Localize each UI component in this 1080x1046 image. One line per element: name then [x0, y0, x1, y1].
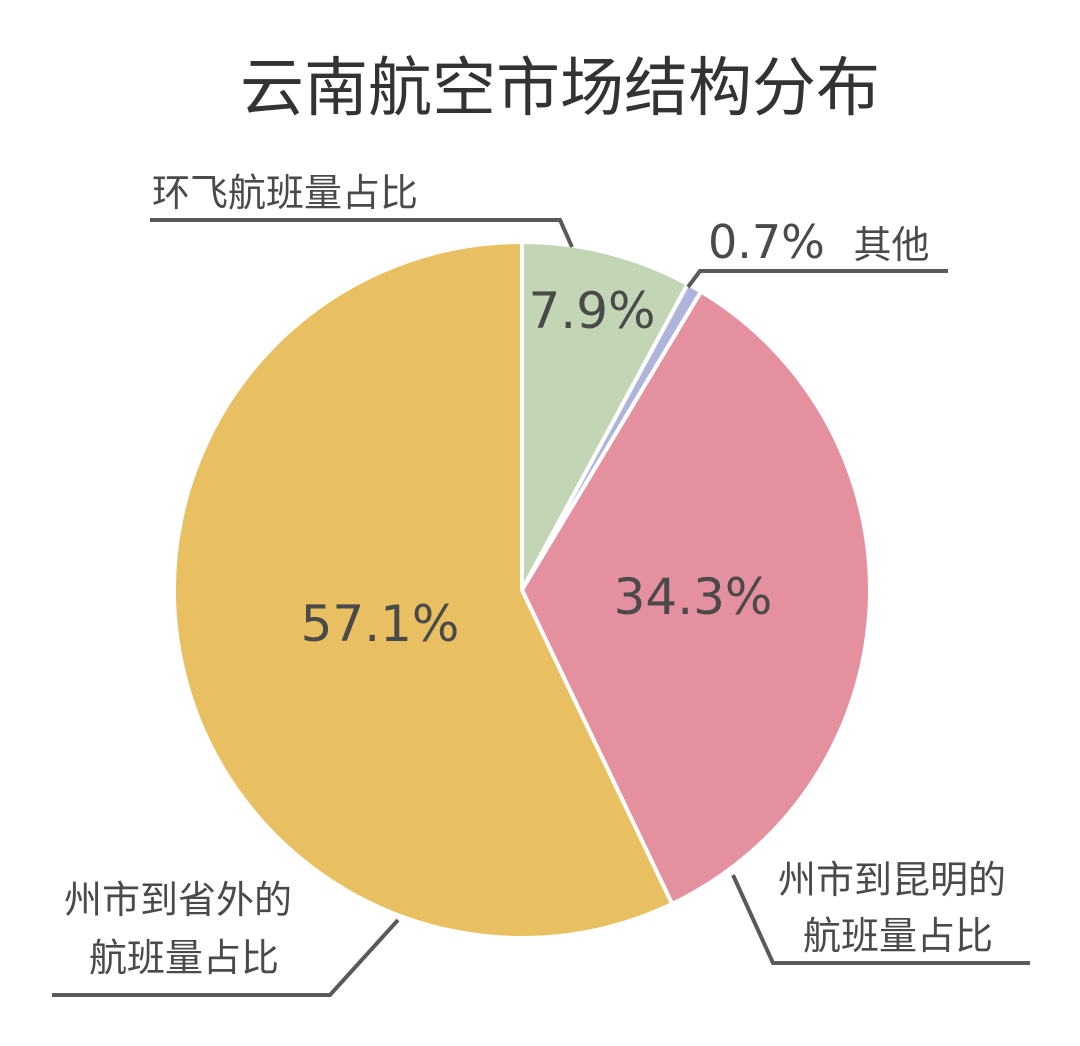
slice-label-environmental: 环飞航班量占比 — [152, 171, 418, 215]
slice-value-label-to-outside-province: 57.1% — [301, 595, 460, 653]
slice-label-other: 0.7% 其他 — [708, 215, 930, 269]
slice-value-label-to-kunming: 34.3% — [614, 568, 773, 626]
slice-value-label-environmental: 7.9% — [528, 282, 655, 340]
leader-line-other — [686, 269, 948, 289]
other-slice-name: 其他 — [854, 223, 930, 267]
leader-line-to-kunming — [731, 874, 1030, 965]
chart-title: 云南航空市场结构分布 — [240, 52, 880, 126]
leader-line-to-outside-province — [52, 918, 400, 997]
pie-slices — [172, 240, 872, 940]
leader-line-environmental — [150, 218, 574, 248]
pie-slice-to-outside-province — [172, 240, 675, 940]
slice-label-to-kunming: 州市到昆明的 航班量占比 — [778, 858, 1018, 958]
pie-slice-environmental — [520, 240, 690, 592]
other-slice-value: 0.7% — [708, 215, 825, 269]
pie-slice-to-kunming — [520, 289, 872, 906]
slice-label-to-outside-province: 州市到省外的 航班量占比 — [64, 878, 304, 980]
